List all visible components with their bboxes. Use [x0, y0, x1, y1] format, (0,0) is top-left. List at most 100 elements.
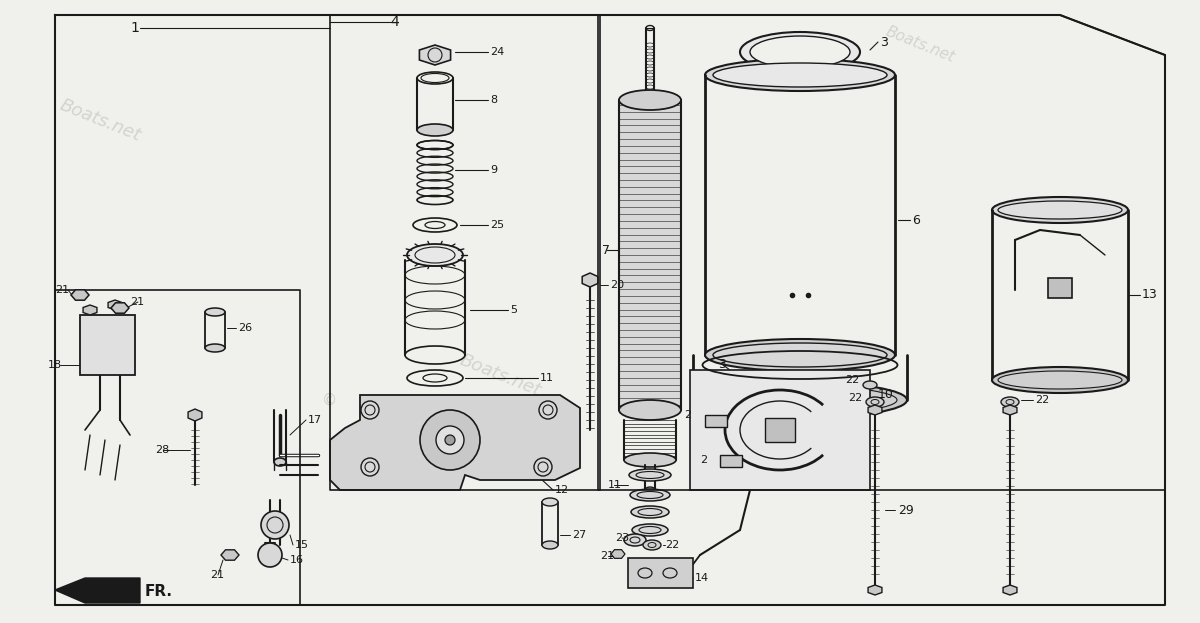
Text: 11: 11: [540, 373, 554, 383]
Text: 21: 21: [600, 551, 614, 561]
Polygon shape: [112, 303, 130, 313]
Polygon shape: [582, 273, 598, 287]
Text: 21: 21: [130, 297, 144, 307]
Ellipse shape: [418, 124, 454, 136]
Ellipse shape: [863, 381, 877, 389]
Polygon shape: [1003, 585, 1016, 595]
Ellipse shape: [706, 59, 895, 91]
Ellipse shape: [205, 344, 226, 352]
Bar: [619, 100, 682, 410]
Polygon shape: [108, 300, 122, 310]
Text: ©: ©: [323, 392, 337, 407]
Ellipse shape: [619, 90, 682, 110]
Text: 24: 24: [490, 47, 504, 57]
Text: 22: 22: [848, 393, 863, 403]
Polygon shape: [71, 290, 89, 300]
Polygon shape: [611, 549, 625, 558]
Bar: [628, 558, 694, 588]
Text: 11: 11: [608, 480, 622, 490]
Text: 22: 22: [665, 540, 679, 550]
Text: 9: 9: [490, 165, 497, 175]
Bar: [690, 370, 870, 490]
Text: 2: 2: [700, 455, 707, 465]
Text: Boats.net: Boats.net: [883, 24, 956, 65]
Ellipse shape: [706, 339, 895, 371]
Ellipse shape: [866, 397, 884, 407]
Polygon shape: [868, 405, 882, 415]
Ellipse shape: [998, 201, 1122, 219]
Text: 16: 16: [290, 555, 304, 565]
Ellipse shape: [274, 458, 286, 466]
Bar: [720, 455, 742, 467]
Text: 22: 22: [845, 375, 859, 385]
Ellipse shape: [205, 308, 226, 316]
Ellipse shape: [629, 469, 671, 481]
Circle shape: [539, 401, 557, 419]
Text: 10: 10: [878, 389, 894, 401]
Polygon shape: [868, 585, 882, 595]
Text: 21: 21: [210, 570, 224, 580]
Text: 21: 21: [55, 285, 70, 295]
Bar: [706, 415, 727, 427]
Text: ©: ©: [803, 368, 817, 383]
Text: 27: 27: [572, 530, 587, 540]
Polygon shape: [188, 409, 202, 421]
Text: 25: 25: [490, 220, 504, 230]
Text: 3: 3: [718, 358, 726, 371]
Circle shape: [262, 511, 289, 539]
Ellipse shape: [646, 487, 655, 493]
Ellipse shape: [542, 498, 558, 506]
Polygon shape: [83, 305, 97, 315]
Text: 6: 6: [912, 214, 920, 227]
Text: 1: 1: [130, 21, 139, 35]
Text: FR.: FR.: [145, 584, 173, 599]
Bar: [766, 418, 796, 442]
Text: 22: 22: [1034, 395, 1049, 405]
Text: 28: 28: [155, 445, 169, 455]
Text: Boats.net: Boats.net: [56, 95, 143, 145]
Text: Boats.net: Boats.net: [457, 351, 544, 399]
Ellipse shape: [632, 524, 668, 536]
Polygon shape: [420, 45, 450, 65]
Ellipse shape: [624, 534, 646, 546]
Polygon shape: [55, 578, 140, 603]
Text: 14: 14: [695, 573, 709, 583]
Text: 5: 5: [510, 305, 517, 315]
Polygon shape: [1003, 405, 1016, 415]
Text: 23: 23: [616, 533, 629, 543]
Ellipse shape: [998, 371, 1122, 389]
Text: 17: 17: [308, 415, 322, 425]
Circle shape: [534, 458, 552, 476]
Circle shape: [258, 543, 282, 567]
Ellipse shape: [703, 386, 898, 414]
Circle shape: [445, 435, 455, 445]
Ellipse shape: [1001, 397, 1019, 407]
Bar: [80, 315, 134, 375]
Text: 13: 13: [1142, 288, 1158, 302]
Text: 2: 2: [684, 410, 691, 420]
Ellipse shape: [630, 489, 670, 501]
Ellipse shape: [542, 541, 558, 549]
Circle shape: [361, 401, 379, 419]
Bar: [1048, 278, 1072, 298]
Circle shape: [420, 410, 480, 470]
Polygon shape: [221, 550, 239, 560]
Text: 29: 29: [898, 503, 913, 516]
Ellipse shape: [694, 382, 907, 418]
Ellipse shape: [740, 32, 860, 72]
Ellipse shape: [631, 506, 670, 518]
Ellipse shape: [407, 244, 463, 266]
Circle shape: [436, 426, 464, 454]
Ellipse shape: [624, 453, 676, 467]
Text: 18: 18: [48, 360, 62, 370]
Text: 3: 3: [880, 36, 888, 49]
Polygon shape: [330, 395, 580, 490]
Ellipse shape: [750, 36, 850, 68]
Ellipse shape: [992, 197, 1128, 223]
Text: 4: 4: [390, 15, 398, 29]
Ellipse shape: [713, 63, 887, 87]
Text: 12: 12: [554, 485, 569, 495]
Text: 26: 26: [238, 323, 252, 333]
Text: 15: 15: [295, 540, 310, 550]
Ellipse shape: [713, 343, 887, 367]
